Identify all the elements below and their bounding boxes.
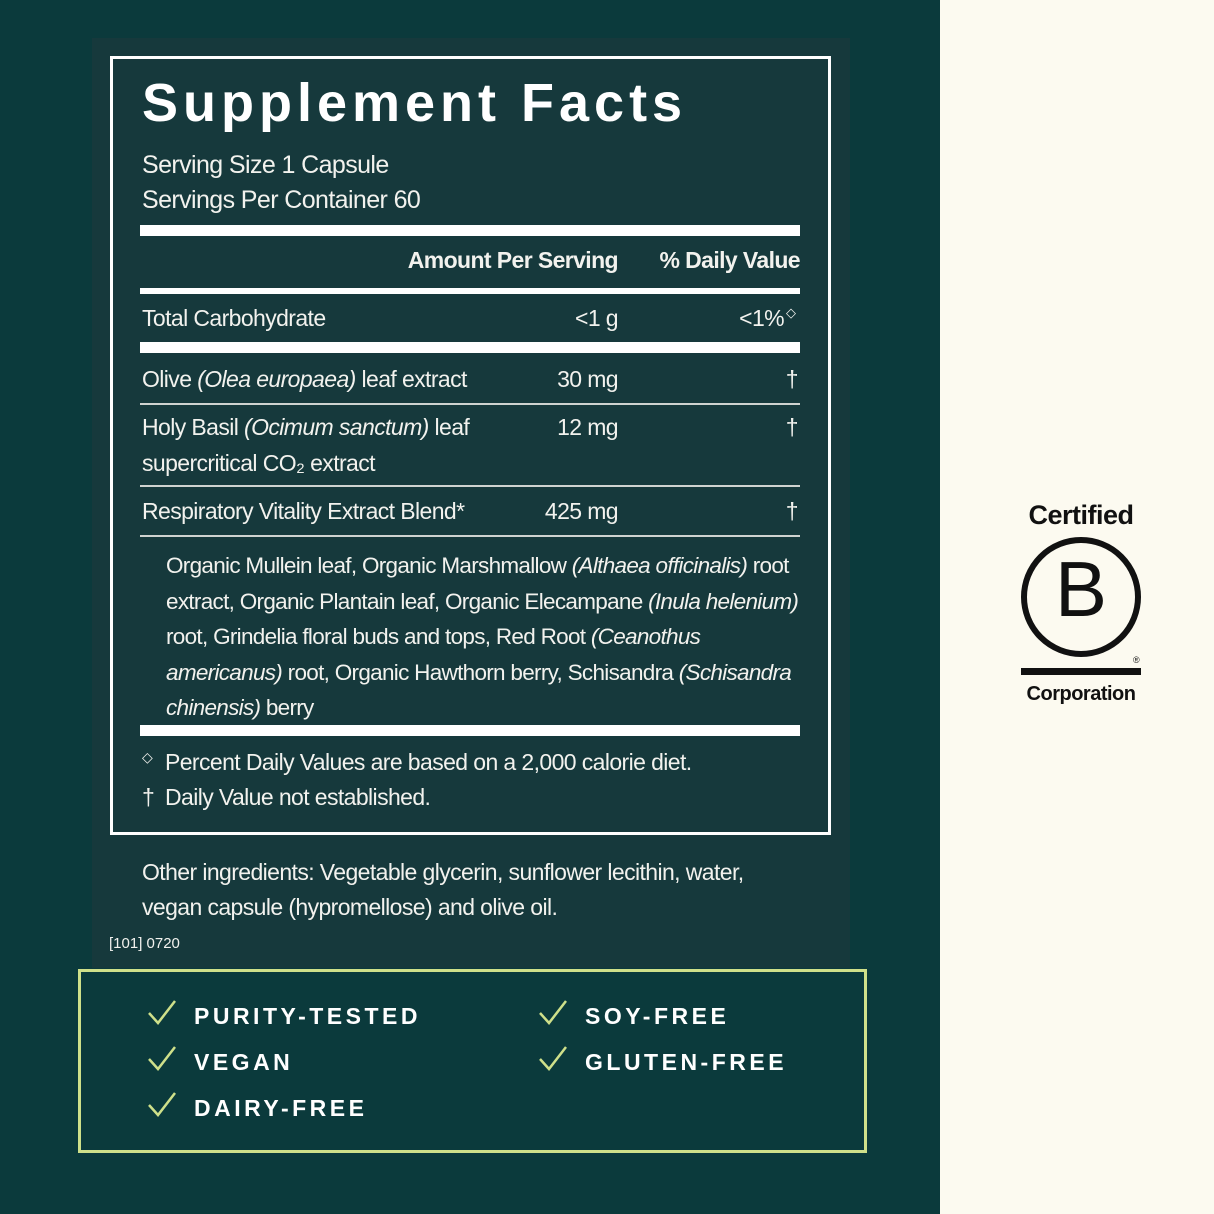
header-amount: Amount Per Serving xyxy=(407,247,619,273)
other-ingredients: Other ingredients: Vegetable glycerin, s… xyxy=(142,859,744,885)
badge-purity-tested: PURITY-TESTED xyxy=(194,1003,421,1029)
row-name: Holy Basil (Ocimum sanctum) leaf xyxy=(142,414,470,440)
divider-thick xyxy=(140,225,800,236)
row-latin-name: (Olea europaea) xyxy=(197,366,356,392)
row-name: Total Carbohydrate xyxy=(142,305,326,331)
bcorp-circle xyxy=(1021,537,1141,657)
blend-text: berry xyxy=(260,695,314,720)
row-name-text: Holy Basil xyxy=(142,414,245,440)
row-dv: † xyxy=(785,366,799,392)
divider-thick xyxy=(140,342,800,353)
label-panel xyxy=(92,38,850,968)
row-amount: 425 mg xyxy=(544,498,619,524)
row-dv: <1% xyxy=(739,305,784,331)
row-name-text: Olive xyxy=(142,366,198,392)
certified-b-corporation-logo: Certified B ® Corporation xyxy=(1018,500,1144,710)
blend-latin: (Althaea officinalis) xyxy=(571,553,748,578)
bcorp-certified-text: Certified xyxy=(1028,500,1134,530)
blend-ingredients: Organic Mullein leaf, Organic Marshmallo… xyxy=(166,548,806,726)
badges-box xyxy=(78,969,867,1153)
blend-latin: (Schisandra chinensis) xyxy=(166,659,792,721)
bcorp-bar xyxy=(1021,668,1141,675)
row-name: Respiratory Vitality Extract Blend* xyxy=(142,498,465,524)
dagger-mark: † xyxy=(142,784,155,810)
divider-medium xyxy=(140,288,800,294)
divider-thin xyxy=(140,535,800,537)
serving-size: Serving Size 1 Capsule xyxy=(142,151,389,179)
row-name: Olive (Olea europaea) leaf extract xyxy=(142,368,467,391)
blend-latin: (Ceanothus americanus) xyxy=(166,624,701,685)
footnote-not-established: Daily Value not established. xyxy=(165,784,431,810)
diamond-mark: ◇ xyxy=(142,749,153,765)
registered-mark: ® xyxy=(1133,655,1140,665)
blend-text: root, Organic Hawthorn berry, Schisandra xyxy=(282,659,679,685)
row-dv: † xyxy=(785,498,799,524)
row-amount: 12 mg xyxy=(557,414,619,440)
bcorp-corporation-text: Corporation xyxy=(1026,683,1136,705)
badge-gluten-free: GLUTEN-FREE xyxy=(585,1049,788,1075)
diamond-mark: ◇ xyxy=(786,305,796,320)
footnote-daily-values: Percent Daily Values are based on a 2,00… xyxy=(165,749,692,775)
blend-text: root extract, Organic Plantain leaf, Org… xyxy=(166,553,789,614)
divider-thin xyxy=(140,485,800,487)
row-name-line2: supercritical CO₂ extract xyxy=(142,450,376,476)
check-icon xyxy=(148,1046,176,1071)
badge-soy-free: SOY-FREE xyxy=(585,1003,730,1029)
header-dv: % Daily Value xyxy=(659,247,801,273)
label-title: Supplement Facts xyxy=(142,73,688,133)
row-latin-name: (Ocimum sanctum) xyxy=(244,414,429,440)
supplement-facts-box xyxy=(110,56,831,835)
check-icon xyxy=(539,1000,567,1025)
divider-thick xyxy=(140,725,800,736)
divider-thin xyxy=(140,403,800,405)
bcorp-letter: B xyxy=(1054,545,1108,633)
badge-dairy-free: DAIRY-FREE xyxy=(194,1095,368,1121)
row-name-text: leaf extract xyxy=(355,366,467,392)
lot-code: [101] 0720 xyxy=(109,935,180,952)
blend-text: Organic Mullein leaf, Organic Marshmallo… xyxy=(166,553,572,578)
check-icon xyxy=(148,1000,176,1025)
check-icon xyxy=(539,1046,567,1071)
row-amount: 30 mg xyxy=(557,366,619,392)
blend-latin: (Inula helenium) xyxy=(648,588,799,614)
servings-per-container: Servings Per Container 60 xyxy=(142,186,421,214)
row-dv: † xyxy=(785,414,799,440)
other-ingredients-line2: vegan capsule (hypromellose) and olive o… xyxy=(142,894,558,920)
check-icon xyxy=(148,1092,176,1117)
blend-text: root, Grindelia floral buds and tops, Re… xyxy=(166,624,591,649)
row-amount: <1 g xyxy=(574,305,619,331)
badge-vegan: VEGAN xyxy=(194,1049,294,1075)
row-name-text: leaf xyxy=(428,414,470,440)
